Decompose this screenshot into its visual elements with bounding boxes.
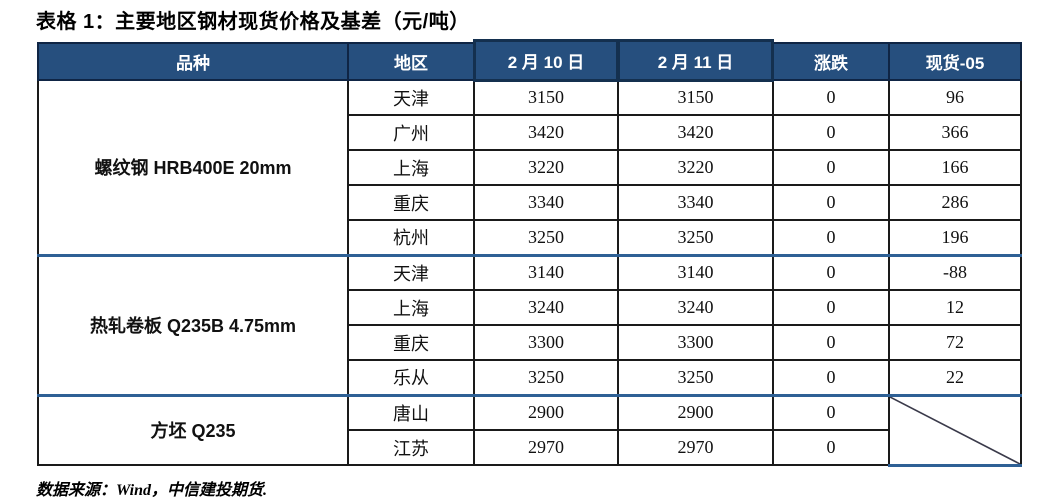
price-feb11-cell: 3220 [617, 149, 774, 186]
change-cell: 0 [772, 184, 890, 221]
header-change: 涨跌 [772, 42, 890, 81]
price-feb11-cell: 2900 [617, 393, 774, 431]
header-product: 品种 [37, 42, 349, 81]
change-cell: 0 [772, 289, 890, 326]
page-title-text: 表格 1：主要地区钢材现货价格及基差（元/吨） [36, 11, 470, 33]
basis-cell: -88 [888, 253, 1022, 291]
price-feb11-cell: 3340 [617, 184, 774, 221]
steel-price-table: 品种 地区 2 月 10 日 2 月 11 日 涨跌 现货-05 [37, 39, 1022, 467]
table-row: 上海 3220 3220 0 166 [38, 149, 1022, 186]
basis-cell: 96 [888, 79, 1022, 116]
basis-cell: 12 [888, 289, 1022, 326]
header-feb10: 2 月 10 日 [473, 39, 619, 82]
region-cell: 江苏 [347, 429, 475, 466]
price-feb10-cell: 3240 [473, 289, 619, 326]
price-feb10-cell: 3300 [473, 324, 619, 361]
table-row: 方坯 Q235 唐山 2900 2900 0 [37, 393, 1022, 467]
diagonal-line [890, 397, 1020, 464]
change-cell: 0 [772, 393, 890, 431]
table-row: 杭州 3250 3250 0 196 [38, 219, 1022, 256]
price-feb11-cell: 3150 [617, 79, 774, 116]
product-cell-billet: 方坯 Q235 [37, 393, 349, 466]
price-feb11-cell: 3240 [617, 289, 774, 326]
source-note: 数据来源：Wind，中信建投期货. [36, 481, 267, 499]
table-row: 热轧卷板 Q235B 4.75mm 天津 3140 3140 0 -88 [37, 253, 1022, 396]
header-basis: 现货-05 [888, 42, 1022, 81]
region-cell: 广州 [347, 114, 475, 151]
price-feb11-cell: 3300 [617, 324, 774, 361]
header-region: 地区 [347, 42, 475, 81]
change-cell: 0 [772, 79, 890, 116]
table-row: 螺纹钢 HRB400E 20mm 天津 3150 3150 0 96 [37, 79, 1022, 256]
region-cell: 乐从 [347, 359, 475, 396]
price-feb11-cell: 3140 [617, 253, 774, 291]
region-cell: 杭州 [347, 219, 475, 256]
price-feb10-cell: 3150 [473, 79, 619, 116]
change-cell: 0 [772, 149, 890, 186]
region-cell: 天津 [347, 79, 475, 116]
change-cell: 0 [772, 114, 890, 151]
region-cell: 重庆 [347, 324, 475, 361]
table-row: 重庆 3340 3340 0 286 [38, 184, 1022, 221]
price-feb11-cell: 3250 [617, 219, 774, 256]
region-cell: 上海 [347, 289, 475, 326]
change-cell: 0 [772, 219, 890, 256]
basis-cell: 366 [888, 114, 1022, 151]
change-cell: 0 [772, 253, 890, 291]
price-feb10-cell: 2970 [473, 429, 619, 466]
table-header-row: 品种 地区 2 月 10 日 2 月 11 日 涨跌 现货-05 [37, 39, 1022, 82]
basis-empty-diagonal-cell [888, 393, 1022, 467]
date-header-frame: 2 月 10 日 [473, 39, 619, 82]
date-header-frame: 2 月 11 日 [617, 39, 774, 82]
region-cell: 上海 [347, 149, 475, 186]
price-feb11-cell: 3250 [617, 359, 774, 396]
change-cell: 0 [772, 429, 890, 466]
product-cell-hrc: 热轧卷板 Q235B 4.75mm [37, 253, 349, 396]
price-feb11-cell: 3420 [617, 114, 774, 151]
table-row: 江苏 2970 2970 0 [38, 429, 1021, 466]
table-row: 重庆 3300 3300 0 72 [38, 324, 1022, 361]
price-feb10-cell: 3340 [473, 184, 619, 221]
table-row: 上海 3240 3240 0 12 [38, 289, 1022, 326]
price-feb10-cell: 2900 [473, 393, 619, 431]
change-cell: 0 [772, 359, 890, 396]
page-title: 表格 1：主要地区钢材现货价格及基差（元/吨） [0, 0, 1058, 42]
table-row: 广州 3420 3420 0 366 [38, 114, 1022, 151]
price-feb11-cell: 2970 [617, 429, 774, 466]
region-cell: 重庆 [347, 184, 475, 221]
header-feb11: 2 月 11 日 [617, 39, 774, 82]
basis-cell: 196 [888, 219, 1022, 256]
basis-cell: 286 [888, 184, 1022, 221]
product-cell-rebar: 螺纹钢 HRB400E 20mm [37, 79, 349, 256]
basis-cell: 72 [888, 324, 1022, 361]
price-feb10-cell: 3250 [473, 219, 619, 256]
region-cell: 天津 [347, 253, 475, 291]
price-feb10-cell: 3250 [473, 359, 619, 396]
price-feb10-cell: 3420 [473, 114, 619, 151]
change-cell: 0 [772, 324, 890, 361]
table-row: 乐从 3250 3250 0 22 [38, 359, 1022, 396]
price-feb10-cell: 3140 [473, 253, 619, 291]
price-feb10-cell: 3220 [473, 149, 619, 186]
basis-cell: 166 [888, 149, 1022, 186]
basis-cell: 22 [888, 359, 1022, 396]
region-cell: 唐山 [347, 393, 475, 431]
